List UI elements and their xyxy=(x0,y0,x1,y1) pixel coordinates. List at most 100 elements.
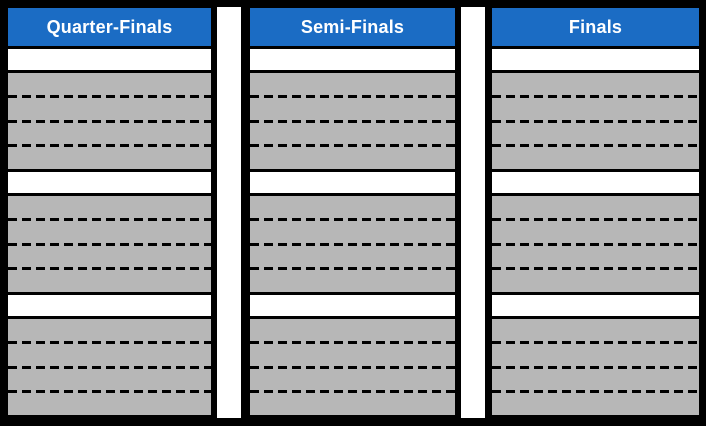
dashed-divider xyxy=(492,94,699,98)
bracket-row-gray xyxy=(492,344,699,366)
dashed-divider xyxy=(492,242,699,246)
bracket-row-gray xyxy=(250,147,455,169)
solid-divider xyxy=(250,292,455,295)
bracket-row-gray xyxy=(250,123,455,145)
column-header-quarter-finals: Quarter-Finals xyxy=(8,8,211,46)
bracket-row-white xyxy=(8,49,211,70)
bracket-row-gray xyxy=(8,270,211,292)
solid-divider xyxy=(492,169,699,172)
solid-divider xyxy=(250,316,455,319)
bracket-row-gray xyxy=(8,98,211,120)
column-quarter-finals: Quarter-Finals xyxy=(8,8,211,415)
bracket-row-gray xyxy=(250,319,455,341)
solid-divider xyxy=(492,292,699,295)
dashed-divider xyxy=(250,94,455,98)
bracket-row-gray xyxy=(8,221,211,243)
bracket-group xyxy=(492,196,699,292)
bracket-row-gray xyxy=(8,73,211,95)
dashed-divider xyxy=(8,390,211,394)
bracket-row-gray xyxy=(492,393,699,415)
bracket-row-gray xyxy=(492,369,699,391)
bracket-row-gray xyxy=(250,196,455,218)
solid-divider xyxy=(250,193,455,196)
dashed-divider xyxy=(250,242,455,246)
solid-divider xyxy=(8,46,211,49)
bracket-row-gray xyxy=(8,196,211,218)
bracket-group xyxy=(8,73,211,169)
dashed-divider xyxy=(250,340,455,344)
dashed-divider xyxy=(8,119,211,123)
bracket-row-white xyxy=(8,295,211,316)
bracket-row-gray xyxy=(8,369,211,391)
solid-divider xyxy=(492,193,699,196)
bracket-group xyxy=(492,73,699,169)
solid-divider xyxy=(492,70,699,73)
bracket-row-gray xyxy=(8,319,211,341)
bracket-row-gray xyxy=(492,221,699,243)
bracket-group xyxy=(250,319,455,415)
dashed-divider xyxy=(492,340,699,344)
bracket-row-gray xyxy=(8,344,211,366)
bracket-row-gray xyxy=(8,246,211,268)
dashed-divider xyxy=(492,217,699,221)
bracket-group xyxy=(492,319,699,415)
bracket-row-gray xyxy=(492,123,699,145)
bracket-group xyxy=(250,73,455,169)
dashed-divider xyxy=(8,242,211,246)
bracket-row-gray xyxy=(250,393,455,415)
bracket-row-gray xyxy=(492,196,699,218)
dashed-divider xyxy=(250,119,455,123)
bracket-row-white xyxy=(492,295,699,316)
bracket-row-gray xyxy=(250,344,455,366)
bracket-row-gray xyxy=(250,246,455,268)
column-semi-finals: Semi-Finals xyxy=(250,8,455,415)
dashed-divider xyxy=(8,340,211,344)
column-header-finals: Finals xyxy=(492,8,699,46)
column-gap-strip xyxy=(217,7,241,418)
dashed-divider xyxy=(250,217,455,221)
solid-divider xyxy=(250,46,455,49)
solid-divider xyxy=(250,70,455,73)
bracket-row-gray xyxy=(8,147,211,169)
solid-divider xyxy=(8,169,211,172)
bracket-row-white xyxy=(492,49,699,70)
bracket-row-white xyxy=(250,49,455,70)
bracket-row-gray xyxy=(8,393,211,415)
dashed-divider xyxy=(492,267,699,271)
bracket-row-white xyxy=(250,295,455,316)
solid-divider xyxy=(8,292,211,295)
dashed-divider xyxy=(8,144,211,148)
solid-divider xyxy=(8,316,211,319)
bracket-row-gray xyxy=(492,270,699,292)
dashed-divider xyxy=(250,390,455,394)
bracket-row-gray xyxy=(250,73,455,95)
bracket-group xyxy=(8,196,211,292)
dashed-divider xyxy=(492,365,699,369)
dashed-divider xyxy=(492,144,699,148)
dashed-divider xyxy=(492,390,699,394)
bracket-row-gray xyxy=(492,319,699,341)
bracket-row-white xyxy=(8,172,211,193)
bracket-row-gray xyxy=(250,221,455,243)
column-header-semi-finals: Semi-Finals xyxy=(250,8,455,46)
bracket-group xyxy=(8,319,211,415)
bracket-row-gray xyxy=(492,246,699,268)
dashed-divider xyxy=(8,217,211,221)
solid-divider xyxy=(8,193,211,196)
bracket-row-gray xyxy=(492,73,699,95)
bracket-row-white xyxy=(250,172,455,193)
bracket-row-gray xyxy=(250,270,455,292)
dashed-divider xyxy=(250,144,455,148)
solid-divider xyxy=(492,46,699,49)
solid-divider xyxy=(492,316,699,319)
bracket-row-white xyxy=(492,172,699,193)
bracket-row-gray xyxy=(250,98,455,120)
dashed-divider xyxy=(8,94,211,98)
bracket-group xyxy=(250,196,455,292)
column-gap-strip xyxy=(461,7,485,418)
dashed-divider xyxy=(250,365,455,369)
solid-divider xyxy=(8,70,211,73)
dashed-divider xyxy=(8,267,211,271)
column-finals: Finals xyxy=(492,8,699,415)
